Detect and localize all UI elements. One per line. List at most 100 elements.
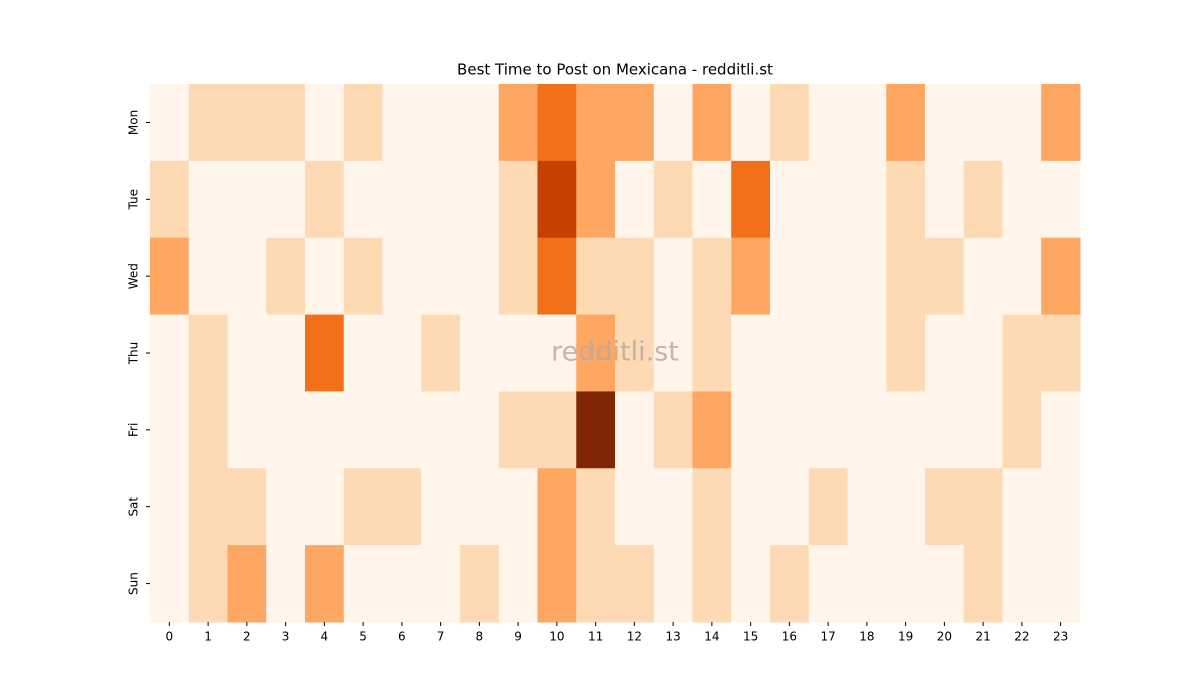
heat-cell — [266, 160, 306, 239]
x-tick-label: 16 — [782, 630, 797, 644]
x-tick-label: 8 — [476, 630, 484, 644]
heat-cell — [615, 84, 655, 162]
heat-cell — [653, 237, 693, 316]
heat-cell — [808, 468, 848, 546]
heat-cell — [1002, 391, 1042, 469]
heat-cell — [188, 468, 228, 546]
heat-cell — [227, 314, 267, 392]
y-tick-label: Wed — [127, 263, 141, 289]
heat-cell — [421, 391, 461, 469]
y-tick-label: Thu — [127, 342, 141, 366]
heat-cell — [1041, 545, 1081, 623]
heat-cell — [731, 314, 771, 392]
heat-cell — [615, 391, 655, 469]
heat-cell — [305, 237, 345, 316]
y-tick-label: Tue — [127, 189, 141, 211]
heat-cell — [266, 545, 306, 623]
heat-cell — [886, 545, 926, 623]
heat-cell — [227, 237, 267, 316]
heat-cell — [498, 237, 538, 316]
x-tick-label: 0 — [166, 630, 174, 644]
heat-cell — [150, 84, 190, 162]
heat-cell — [537, 237, 577, 316]
x-tick-label: 12 — [627, 630, 642, 644]
x-tick-label: 23 — [1053, 630, 1068, 644]
heat-cell — [808, 545, 848, 623]
heat-cell — [537, 391, 577, 469]
heat-cell — [808, 314, 848, 392]
heat-cell — [266, 237, 306, 316]
heat-cell — [421, 160, 461, 239]
heat-cell — [576, 545, 616, 623]
heat-cell — [498, 391, 538, 469]
heat-cell — [150, 545, 190, 623]
heat-cell — [498, 160, 538, 239]
heat-cell — [1041, 160, 1081, 239]
heat-cell — [925, 391, 965, 469]
x-tick-label: 18 — [859, 630, 874, 644]
heat-cell — [653, 545, 693, 623]
heat-cell — [498, 84, 538, 162]
heat-cell — [615, 545, 655, 623]
heat-cell — [808, 84, 848, 162]
heat-cell — [460, 391, 500, 469]
heat-cell — [963, 237, 1003, 316]
heat-cell — [963, 391, 1003, 469]
heat-cell — [847, 468, 887, 546]
heat-cell — [150, 391, 190, 469]
heat-cell — [963, 84, 1003, 162]
x-tick-label: 11 — [588, 630, 603, 644]
heat-cell — [886, 391, 926, 469]
heat-cell — [576, 160, 616, 239]
heat-cell — [692, 391, 732, 469]
heat-cell — [731, 237, 771, 316]
heat-cell — [886, 314, 926, 392]
heat-cell — [731, 84, 771, 162]
heat-cell — [615, 468, 655, 546]
heat-cell — [731, 391, 771, 469]
heat-cell — [692, 237, 732, 316]
heat-cell — [847, 237, 887, 316]
heat-cell — [576, 391, 616, 469]
heat-cell — [576, 84, 616, 162]
heat-cell — [460, 545, 500, 623]
heat-cell — [653, 391, 693, 469]
heat-cell — [343, 84, 383, 162]
x-tick-label: 20 — [937, 630, 952, 644]
heat-cell — [382, 314, 422, 392]
x-tick-label: 6 — [398, 630, 406, 644]
heat-cell — [537, 314, 577, 392]
x-tick-label: 22 — [1014, 630, 1029, 644]
heat-cell — [188, 314, 228, 392]
heat-cell — [1002, 468, 1042, 546]
chart-title: Best Time to Post on Mexicana - redditli… — [457, 61, 773, 79]
heat-cell — [692, 314, 732, 392]
heat-cell — [1002, 314, 1042, 392]
heat-cell — [343, 160, 383, 239]
heat-cell — [421, 314, 461, 392]
x-tick-label: 4 — [321, 630, 329, 644]
heat-cell — [963, 545, 1003, 623]
heat-cell — [963, 160, 1003, 239]
heat-cell — [421, 468, 461, 546]
heat-cell — [847, 545, 887, 623]
heat-cell — [343, 391, 383, 469]
heat-cell — [1002, 160, 1042, 239]
heat-cell — [692, 160, 732, 239]
heat-cell — [925, 468, 965, 546]
heat-cell — [421, 84, 461, 162]
heat-cell — [925, 160, 965, 239]
x-tick-label: 10 — [549, 630, 564, 644]
heat-cell — [188, 391, 228, 469]
heat-cell — [343, 545, 383, 623]
heat-cell — [1002, 237, 1042, 316]
heat-cell — [460, 237, 500, 316]
heat-cell — [498, 468, 538, 546]
heat-cell — [498, 314, 538, 392]
heat-cell — [460, 314, 500, 392]
heat-cell — [770, 237, 810, 316]
heat-cell — [421, 237, 461, 316]
heat-cell — [343, 314, 383, 392]
heat-cell — [498, 545, 538, 623]
